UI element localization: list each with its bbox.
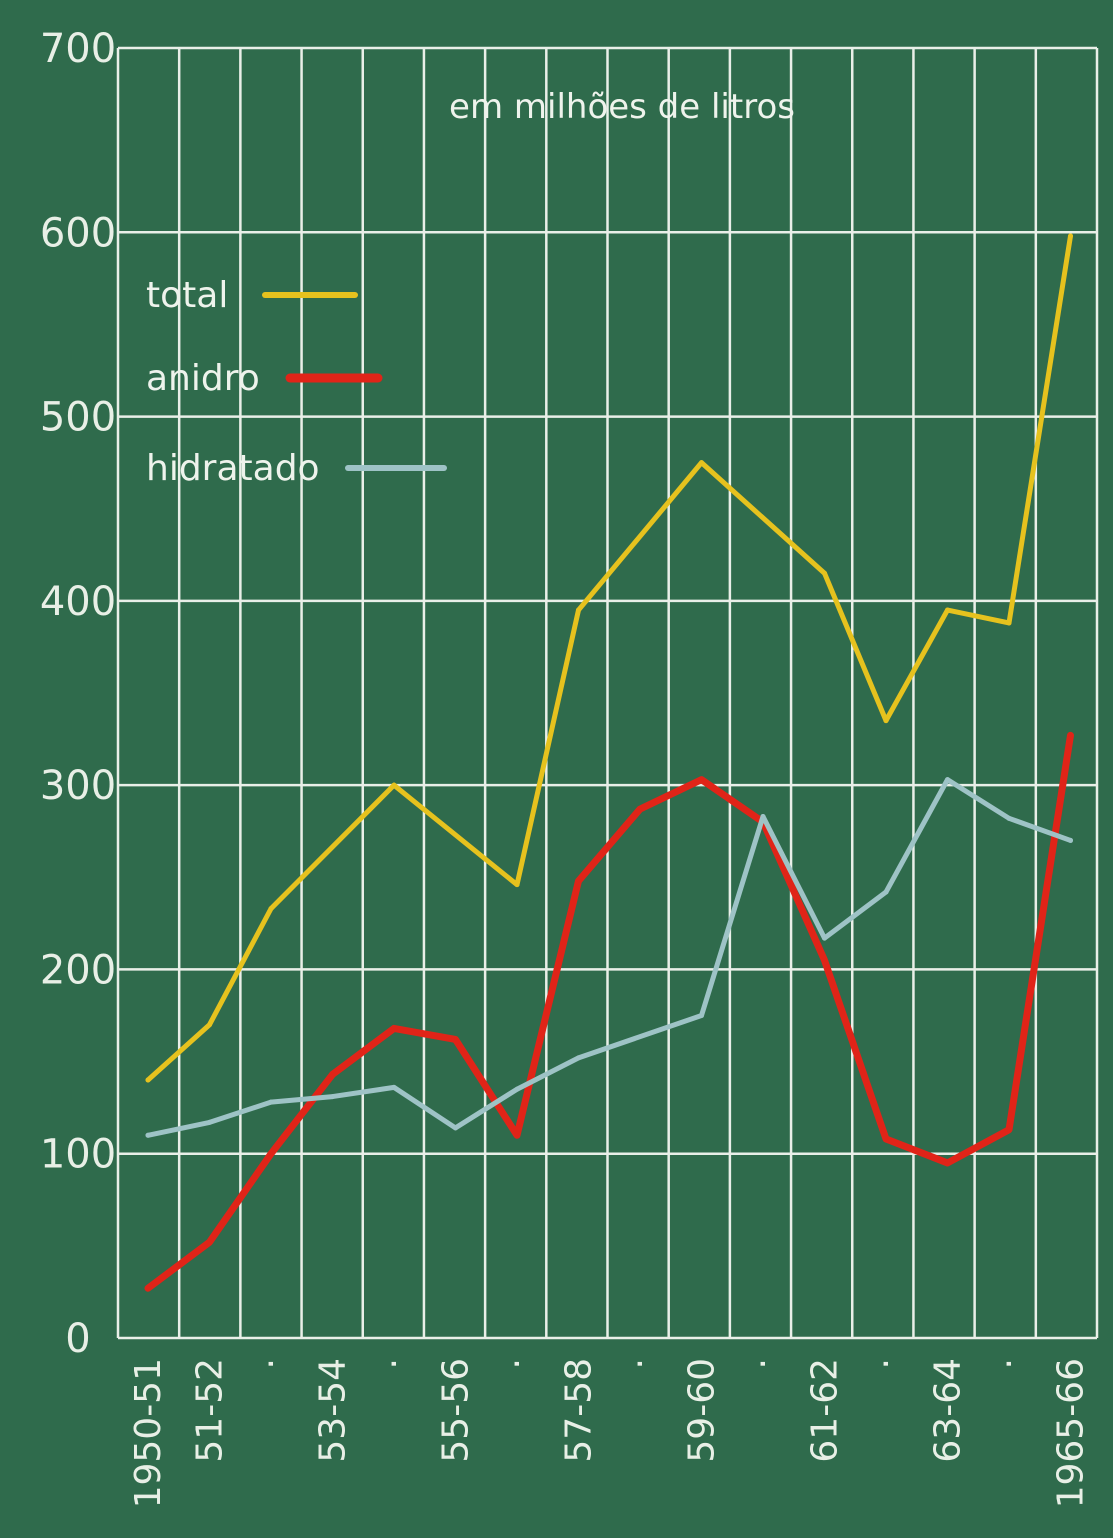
data-point-total — [822, 570, 827, 576]
x-tick-label: 63-64 — [928, 1358, 969, 1463]
x-tick-label: 55-56 — [436, 1358, 477, 1463]
legend: total anidro hidratado — [146, 275, 447, 489]
data-point-total — [1006, 620, 1012, 626]
x-tick-label: · — [743, 1358, 784, 1369]
y-tick-label: 300 — [40, 763, 116, 809]
data-point-total — [945, 607, 950, 613]
legend-label: total — [146, 275, 228, 316]
x-tick-label: · — [374, 1358, 415, 1369]
data-point-hidratado — [268, 1099, 274, 1105]
x-tick-label: 51-52 — [190, 1358, 231, 1463]
data-point-hidratado — [883, 889, 889, 895]
data-point-hidratado — [822, 935, 827, 941]
data-point-hidratado — [945, 777, 950, 783]
y-tick-label: 100 — [40, 1132, 116, 1178]
data-point-anidro — [822, 957, 827, 963]
data-point-anidro — [391, 1025, 397, 1031]
data-point-total — [1068, 233, 1073, 239]
y-tick-label: 400 — [40, 579, 116, 625]
x-tick-label: · — [866, 1358, 907, 1369]
data-point-hidratado — [576, 1055, 581, 1061]
data-point-hidratado — [1068, 837, 1073, 843]
x-tick-label: 53-54 — [313, 1358, 354, 1463]
data-point-total — [145, 1077, 151, 1083]
data-point-hidratado — [514, 1086, 520, 1092]
series-line-total — [145, 233, 1073, 1083]
data-point-hidratado — [699, 1013, 704, 1018]
data-point-total — [514, 882, 520, 888]
data-point-anidro — [453, 1036, 458, 1042]
data-point-total — [268, 906, 274, 912]
x-tick-label: 59-60 — [682, 1358, 723, 1463]
grid — [116, 46, 1099, 1340]
series-line-anidro — [144, 731, 1074, 1292]
data-point-total — [883, 718, 889, 724]
series-total — [145, 233, 1073, 1083]
data-point-anidro — [330, 1071, 335, 1077]
data-point-hidratado — [1006, 815, 1012, 821]
series-hidratado — [145, 777, 1073, 1138]
x-tick-label: · — [620, 1358, 661, 1369]
data-point-hidratado — [145, 1132, 151, 1138]
data-point-anidro — [699, 777, 704, 783]
x-tick-label: 1965-66 — [1051, 1358, 1092, 1508]
data-point-total — [391, 782, 397, 788]
data-point-anidro — [576, 878, 581, 884]
legend-item-anidro: anidro — [146, 358, 383, 399]
legend-label: hidratado — [146, 448, 320, 489]
x-tick-label: 57-58 — [559, 1358, 600, 1463]
data-point-total — [699, 460, 704, 466]
data-point-anidro — [268, 1151, 274, 1157]
y-tick-label: 500 — [40, 395, 116, 441]
data-point-total — [576, 607, 581, 613]
data-point-anidro — [637, 806, 643, 812]
data-point-anidro — [1068, 732, 1073, 738]
data-point-anidro — [1006, 1127, 1012, 1133]
data-point-anidro — [945, 1160, 950, 1166]
data-point-hidratado — [207, 1119, 212, 1125]
series-anidro — [144, 731, 1074, 1292]
data-point-total — [207, 1022, 212, 1028]
x-tick-label: 61-62 — [805, 1358, 846, 1463]
data-point-hidratado — [391, 1084, 397, 1090]
x-tick-label: · — [497, 1358, 538, 1369]
series-line-hidratado — [145, 777, 1073, 1138]
data-point-anidro — [145, 1285, 151, 1291]
x-tick-label: · — [989, 1358, 1030, 1369]
y-tick-label: 200 — [40, 947, 116, 993]
chart-subtitle: em milhões de litros — [449, 87, 795, 127]
data-point-hidratado — [330, 1094, 335, 1100]
data-point-hidratado — [760, 813, 766, 819]
data-point-anidro — [207, 1239, 212, 1245]
legend-label: anidro — [146, 358, 260, 399]
y-tick-label: 600 — [40, 210, 116, 256]
data-point-anidro — [883, 1136, 889, 1142]
y-axis-ticks: 0 100 200 300 400 500 600 700 — [40, 26, 116, 1362]
legend-item-hidratado: hidratado — [146, 448, 447, 489]
legend-item-total: total — [146, 275, 358, 316]
y-tick-label: 0 — [65, 1316, 90, 1362]
x-axis-ticks: 1950-51 51-52 · 53-54 · 55-56 · 57-58 · 59-60 · 61-… — [128, 1358, 1092, 1508]
data-point-hidratado — [453, 1125, 458, 1131]
series — [144, 233, 1074, 1292]
x-tick-label: 1950-51 — [128, 1358, 169, 1508]
y-tick-label: 700 — [40, 26, 116, 72]
x-tick-label: · — [251, 1358, 292, 1369]
data-point-anidro — [514, 1132, 520, 1138]
